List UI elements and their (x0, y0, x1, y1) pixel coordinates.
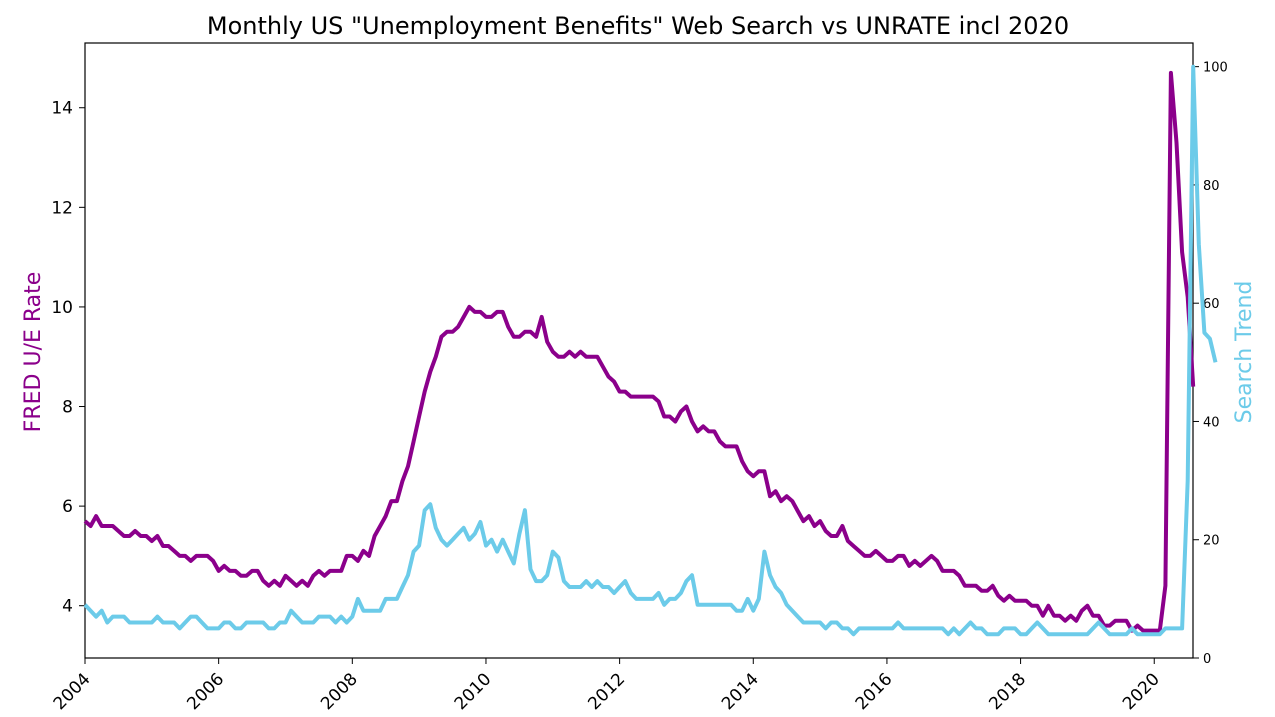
plot-frame (84, 42, 1194, 659)
left-tick-label: 14 (51, 99, 73, 119)
left-tick-label: 10 (51, 298, 73, 318)
left-tick-label: 4 (62, 597, 73, 617)
x-tick-label: 2016 (852, 669, 897, 714)
left-tick-label: 8 (62, 398, 73, 418)
left-tick-label: 6 (62, 497, 73, 517)
x-tick-label: 2006 (183, 669, 228, 714)
left-y-axis: 4 6 8 10 12 14 (51, 99, 85, 617)
right-tick-label: 100 (1203, 61, 1228, 76)
x-tick-label: 2010 (451, 669, 496, 714)
x-tick-label: 2004 (50, 669, 95, 714)
x-tick-label: 2012 (584, 669, 629, 714)
x-axis: 2004 2006 2008 2010 2012 2014 2016 2018 2020 (50, 658, 1164, 714)
x-tick-label: 2020 (1119, 669, 1164, 714)
right-tick-label: 60 (1203, 297, 1220, 312)
right-tick-label: 80 (1203, 179, 1220, 194)
x-tick-label: 2014 (718, 669, 763, 714)
right-tick-label: 0 (1203, 652, 1211, 667)
right-y-axis: 0 20 40 60 80 100 (1193, 61, 1228, 667)
series-line-unrate (83, 70, 1196, 633)
right-tick-label: 20 (1203, 534, 1220, 549)
series-line-search (83, 64, 1218, 637)
x-tick-label: 2008 (317, 669, 362, 714)
right-tick-label: 40 (1203, 415, 1220, 430)
left-tick-label: 12 (51, 198, 73, 218)
chart-title: Monthly US "Unemployment Benefits" Web S… (207, 12, 1069, 40)
x-tick-label: 2018 (985, 669, 1030, 714)
y-axis-label-right: Search Trend (1232, 281, 1257, 424)
y-axis-label-left: FRED U/E Rate (21, 272, 46, 433)
